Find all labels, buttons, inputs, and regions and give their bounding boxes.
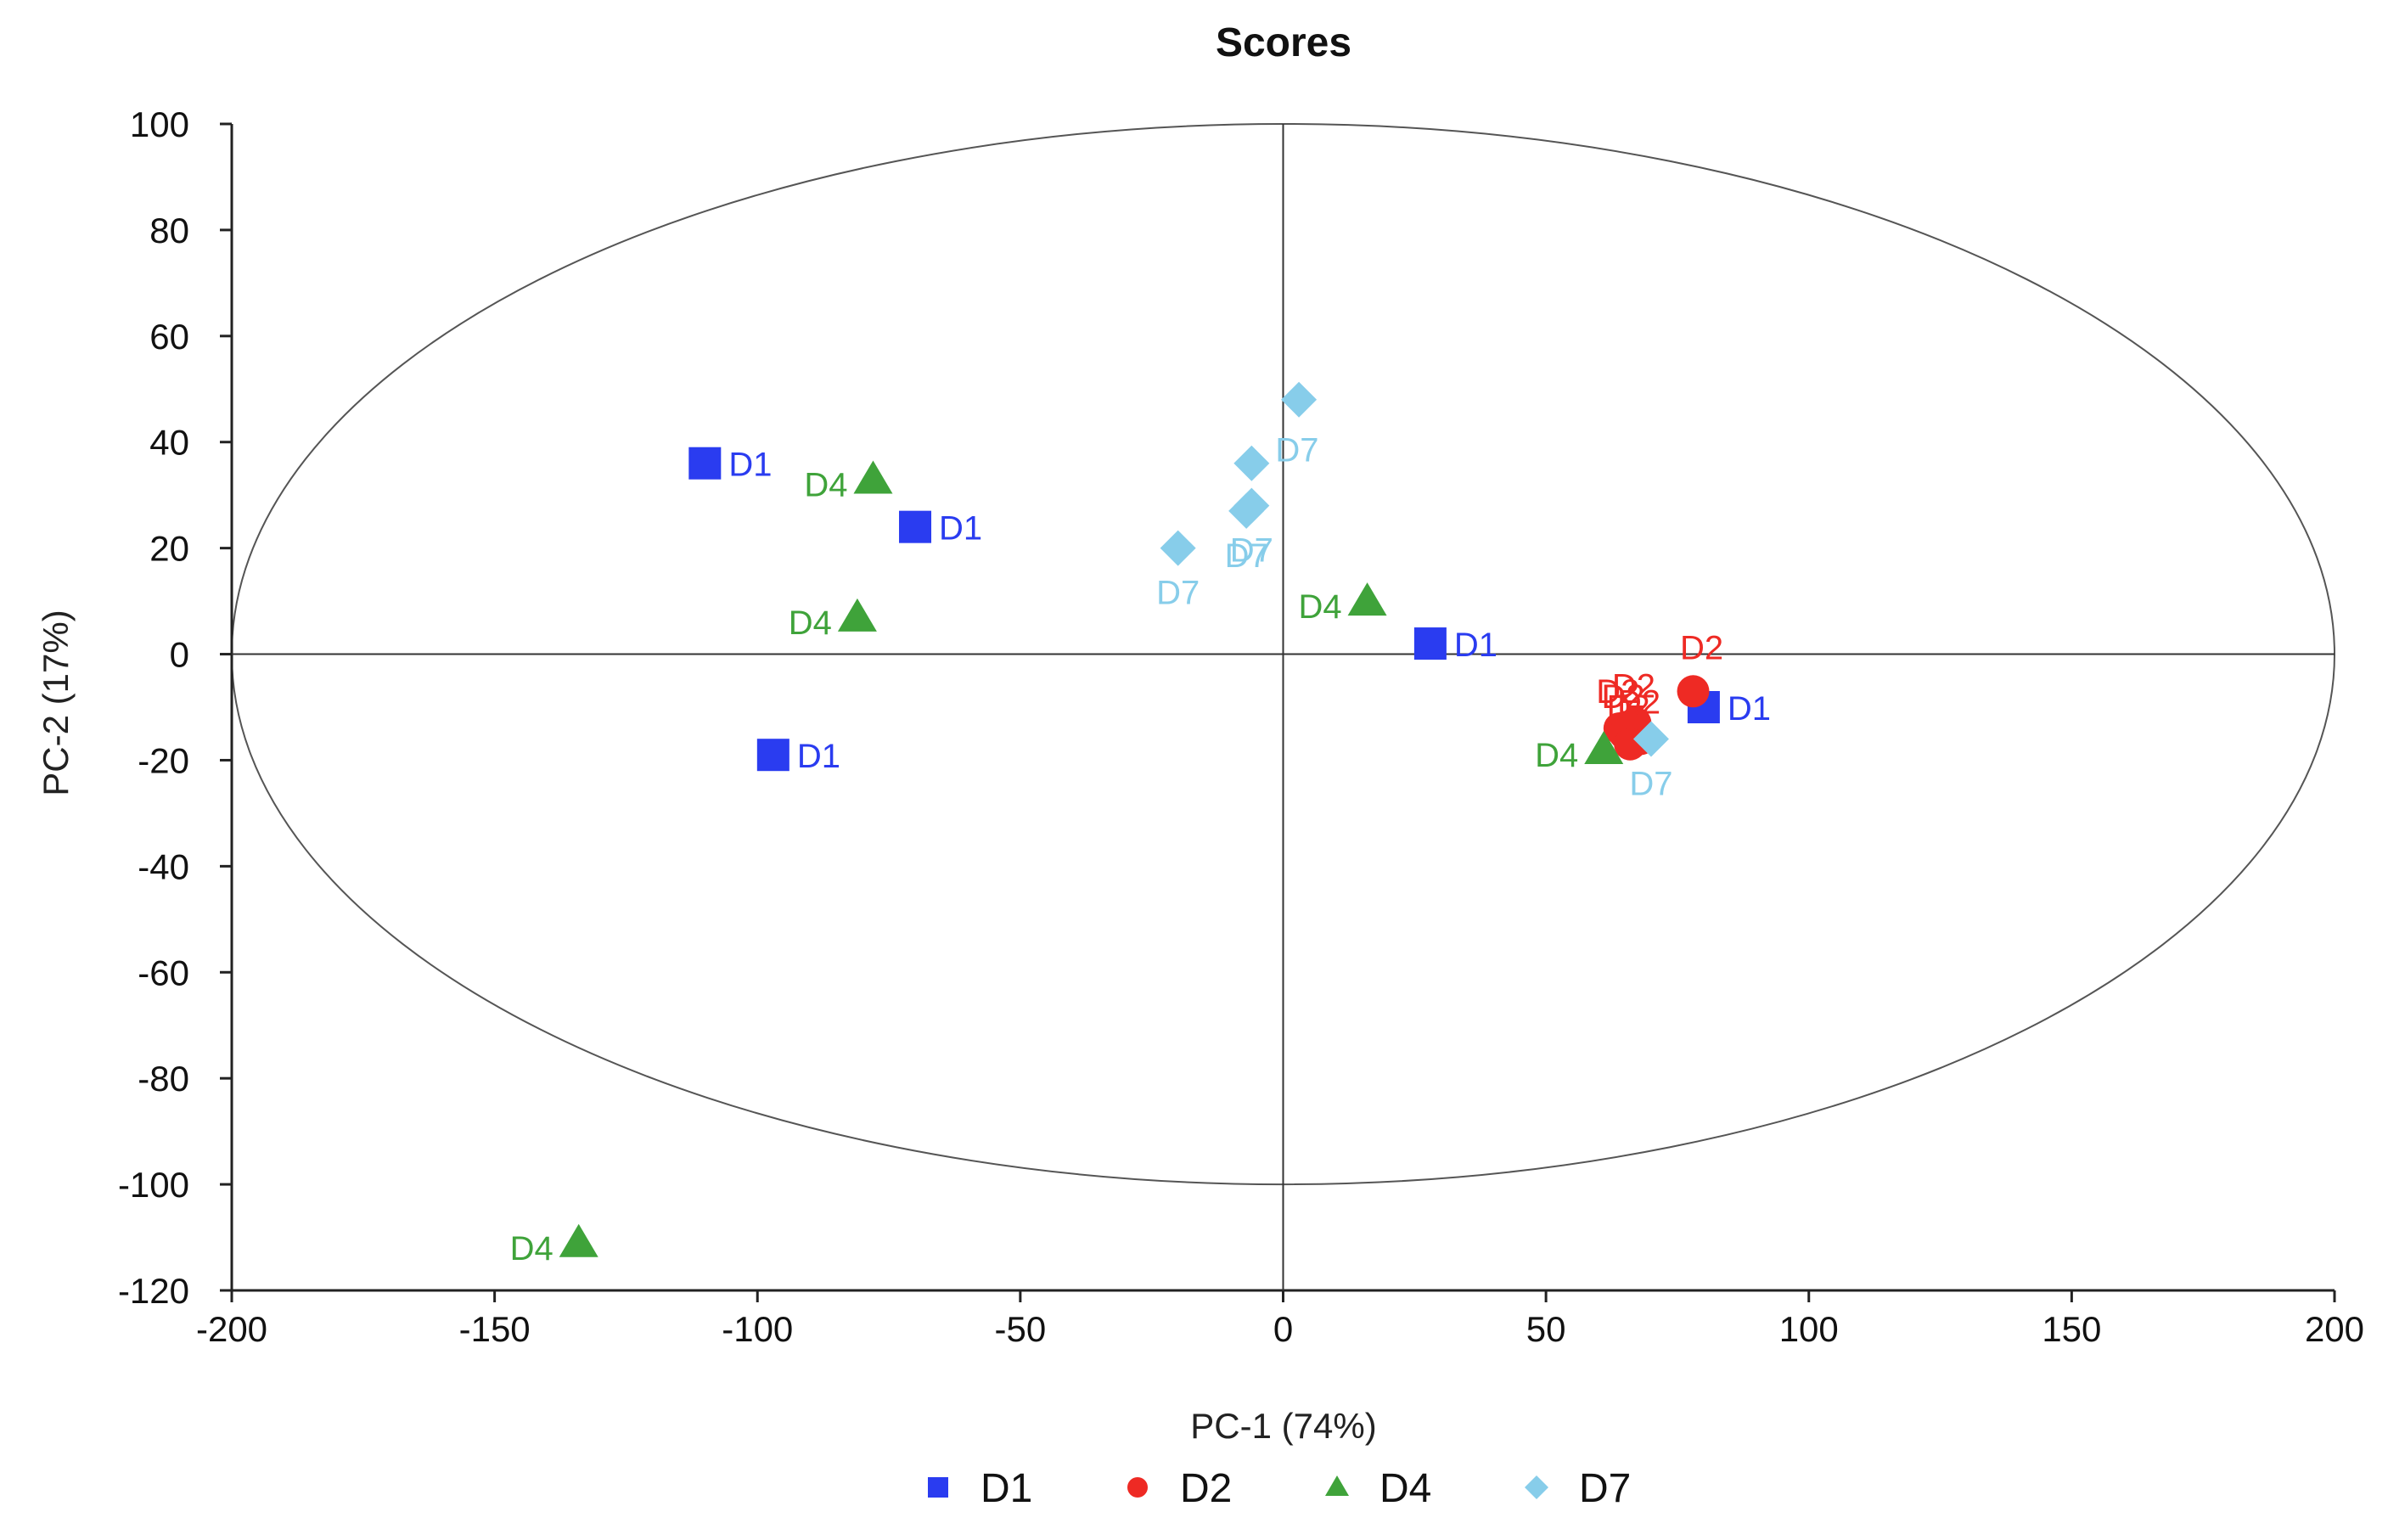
y-tick-label: -100 (118, 1165, 189, 1205)
d1-point-label: D1 (1454, 627, 1497, 664)
d1-point-label: D1 (1728, 690, 1771, 728)
legend-d1-label: D1 (980, 1466, 1032, 1511)
legend-d2-marker (1127, 1477, 1148, 1498)
y-tick-label: -20 (138, 740, 189, 780)
x-tick-label: 0 (1273, 1309, 1293, 1349)
d4-point-label: D4 (510, 1230, 553, 1267)
d4-point-label: D4 (1298, 588, 1341, 626)
x-tick-label: 200 (2305, 1309, 2364, 1349)
d1-point-label: D1 (797, 738, 840, 775)
y-tick-label: -80 (138, 1059, 189, 1099)
d2-point-label: D2 (1617, 683, 1660, 721)
y-tick-label: 20 (149, 529, 189, 569)
legend-d4-label: D4 (1379, 1466, 1431, 1511)
y-tick-label: 100 (130, 104, 189, 144)
d4-point (1584, 730, 1624, 764)
legend-d7-label: D7 (1579, 1466, 1631, 1511)
d7-point (1233, 445, 1270, 481)
d4-point (853, 460, 893, 494)
y-tick-label: -60 (138, 953, 189, 992)
x-tick-label: -200 (196, 1309, 267, 1349)
y-axis-label: PC-2 (17%) (36, 610, 76, 795)
x-tick-label: 50 (1526, 1309, 1566, 1349)
d2-point-label: D2 (1680, 629, 1723, 666)
d2-point-label: D2 (1601, 678, 1644, 716)
d2-point-label: D2 (1596, 673, 1639, 711)
d4-point (837, 598, 877, 632)
x-tick-label: 150 (2042, 1309, 2101, 1349)
d7-point-label: D7 (1629, 765, 1672, 802)
y-tick-label: 40 (149, 423, 189, 463)
d4-point-label: D4 (1535, 737, 1578, 774)
x-tick-label: -150 (459, 1309, 531, 1349)
d7-point (1160, 530, 1196, 566)
d2-point-label: D2 (1607, 689, 1650, 727)
d7-point (1632, 721, 1669, 757)
d2-point-label: D2 (1612, 668, 1655, 705)
y-tick-label: 60 (149, 317, 189, 357)
d4-point-label: D4 (789, 604, 832, 642)
x-tick-label: -50 (995, 1309, 1047, 1349)
d1-point (899, 510, 932, 543)
d7-point-label: D7 (1275, 432, 1318, 469)
d7-point-label: D7 (1225, 537, 1268, 575)
d1-point (756, 739, 789, 772)
legend-d4-marker (1325, 1475, 1349, 1496)
d4-point-label: D4 (804, 466, 847, 503)
y-tick-label: -40 (138, 846, 189, 886)
y-tick-label: -120 (118, 1271, 189, 1311)
x-tick-label: -100 (722, 1309, 793, 1349)
d2-point (1677, 675, 1710, 708)
d1-point-label: D1 (939, 510, 982, 548)
legend-d7-marker (1525, 1475, 1548, 1499)
x-axis-label: PC-1 (74%) (1190, 1406, 1376, 1446)
d4-point (559, 1223, 598, 1257)
d4-point (1347, 582, 1387, 616)
d1-point (1413, 627, 1447, 660)
chart-title: Scores (1216, 20, 1351, 65)
d7-point (1281, 381, 1318, 418)
y-tick-label: 0 (170, 635, 189, 675)
legend-d1-marker (928, 1477, 948, 1498)
y-tick-label: 80 (149, 211, 189, 250)
x-tick-label: 100 (1779, 1309, 1839, 1349)
d7-point-label: D7 (1156, 575, 1200, 612)
d7-point (1228, 492, 1265, 529)
legend-d2-label: D2 (1180, 1466, 1232, 1511)
d1-point (688, 447, 722, 480)
d1-point-label: D1 (728, 447, 772, 484)
d7-point-label: D7 (1230, 532, 1273, 570)
